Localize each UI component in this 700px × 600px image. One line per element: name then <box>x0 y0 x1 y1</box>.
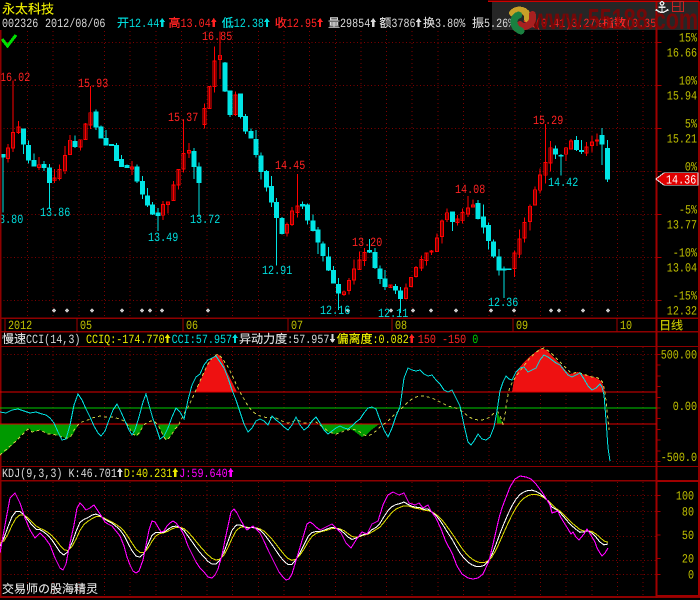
svg-text:14.45: 14.45 <box>275 159 305 173</box>
svg-text:www.55188.com: www.55188.com <box>531 4 698 36</box>
svg-text:(0.35: (0.35 <box>626 17 656 31</box>
svg-text:07: 07 <box>291 319 303 333</box>
svg-text:12.32: 12.32 <box>667 305 697 319</box>
svg-text:15.29: 15.29 <box>533 114 563 128</box>
svg-text:5.26%: 5.26% <box>484 17 515 31</box>
svg-text:12.16: 12.16 <box>320 304 350 318</box>
svg-text:15.93: 15.93 <box>78 77 108 91</box>
svg-text:0: 0 <box>472 333 478 347</box>
svg-text:14.08: 14.08 <box>455 183 485 197</box>
svg-text:08: 08 <box>395 319 407 333</box>
svg-text:14.36: 14.36 <box>666 174 696 188</box>
svg-text:12.38: 12.38 <box>234 17 264 31</box>
svg-text:16.02: 16.02 <box>0 71 30 85</box>
svg-text:15.21: 15.21 <box>667 133 697 147</box>
svg-text:15.94: 15.94 <box>667 90 697 104</box>
svg-text:-10%: -10% <box>673 247 698 261</box>
svg-text::57.957: :57.957 <box>287 333 329 347</box>
svg-text:K:46.701: K:46.701 <box>69 467 117 481</box>
svg-text:10: 10 <box>620 319 632 333</box>
svg-text:16.85: 16.85 <box>202 30 232 44</box>
svg-text:-500.0: -500.0 <box>661 451 697 465</box>
svg-text:CCI(14,3): CCI(14,3) <box>26 333 80 347</box>
svg-text:0%: 0% <box>685 161 697 175</box>
svg-text:13.77: 13.77 <box>667 219 697 233</box>
svg-text:13.49: 13.49 <box>148 231 178 245</box>
svg-text:14.42: 14.42 <box>548 176 578 190</box>
svg-text:13.86: 13.86 <box>40 206 70 220</box>
svg-text:12.95: 12.95 <box>287 17 317 31</box>
svg-text:10%: 10% <box>679 75 697 89</box>
svg-text:150: 150 <box>418 333 436 347</box>
svg-text:09: 09 <box>516 319 528 333</box>
svg-text:3.80%: 3.80% <box>435 17 466 31</box>
svg-text:12.36: 12.36 <box>488 296 518 310</box>
svg-text:J:59.640: J:59.640 <box>179 467 227 481</box>
svg-text:80: 80 <box>682 505 694 519</box>
svg-text:100: 100 <box>676 490 694 504</box>
svg-text:(0.41)3.27%: (0.41)3.27% <box>535 17 602 31</box>
svg-text:500.00: 500.00 <box>661 349 697 363</box>
svg-text:13.72: 13.72 <box>190 213 220 227</box>
svg-text:16.66: 16.66 <box>667 47 697 61</box>
svg-text:12.44: 12.44 <box>129 17 159 31</box>
svg-text:12.91: 12.91 <box>262 264 292 278</box>
svg-text:CCI:57.957: CCI:57.957 <box>172 333 232 347</box>
svg-text:29854: 29854 <box>340 17 370 31</box>
svg-text:2012/08/06: 2012/08/06 <box>45 17 105 31</box>
svg-text:0: 0 <box>688 569 694 583</box>
svg-text:-15%: -15% <box>673 290 698 304</box>
svg-text:13.80: 13.80 <box>0 213 23 227</box>
svg-text:-150: -150 <box>442 333 466 347</box>
svg-text:-5%: -5% <box>679 204 697 218</box>
svg-text:CCIQ:-174.770: CCIQ:-174.770 <box>86 333 165 347</box>
svg-text:20: 20 <box>682 553 694 567</box>
svg-text:05: 05 <box>80 319 92 333</box>
svg-text:2012: 2012 <box>8 319 32 333</box>
svg-text:002326: 002326 <box>2 17 38 31</box>
svg-text:13.04: 13.04 <box>181 17 211 31</box>
svg-text:50: 50 <box>682 529 694 543</box>
svg-text:5%: 5% <box>685 118 697 132</box>
svg-text:D:40.231: D:40.231 <box>124 467 172 481</box>
svg-text:3786: 3786 <box>391 17 415 31</box>
svg-text:0.00: 0.00 <box>673 400 697 414</box>
svg-text:13.20: 13.20 <box>352 236 382 250</box>
svg-text:KDJ(9,3,3): KDJ(9,3,3) <box>2 467 62 481</box>
svg-text:06: 06 <box>186 319 198 333</box>
svg-text:15%: 15% <box>679 32 697 46</box>
svg-text:15.37: 15.37 <box>168 111 198 125</box>
svg-text:13.04: 13.04 <box>667 262 697 276</box>
svg-text::0.082: :0.082 <box>373 333 409 347</box>
